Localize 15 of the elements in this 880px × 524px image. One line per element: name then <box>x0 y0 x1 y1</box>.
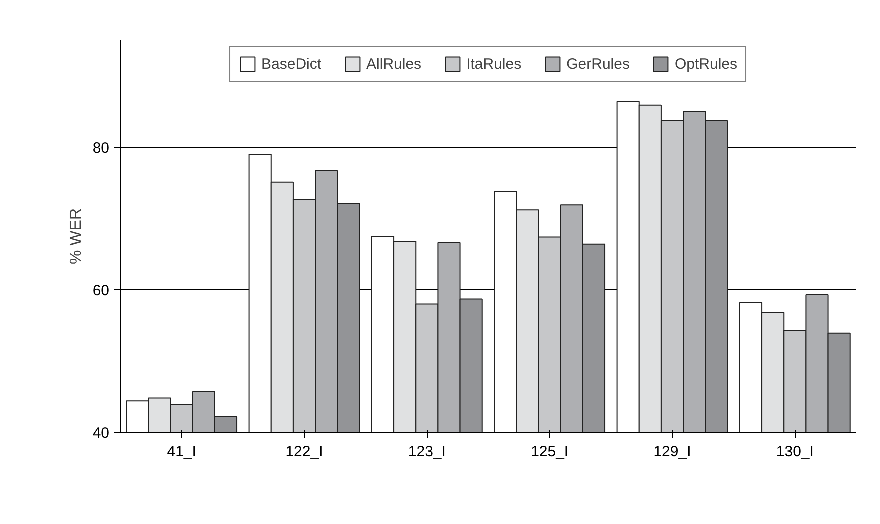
y-axis-title: % WER <box>68 208 85 264</box>
legend-label: AllRules <box>366 56 422 72</box>
legend-label: OptRules <box>674 56 738 72</box>
y-tick-label: 80 <box>92 140 110 157</box>
y-tick-label: 40 <box>92 425 110 442</box>
x-tick-label: 130_I <box>776 444 814 460</box>
x-tick-label: 41_I <box>167 444 196 460</box>
legend-label: BaseDict <box>262 56 322 72</box>
x-tick-label: 122_I <box>286 444 324 460</box>
x-tick-label: 129_I <box>654 444 692 460</box>
legend-label: GerRules <box>566 56 630 72</box>
legend-label: ItaRules <box>466 56 522 72</box>
x-tick-label: 123_I <box>408 444 446 460</box>
y-tick-label: 60 <box>92 282 110 300</box>
x-tick-label: 125_I <box>531 444 569 460</box>
